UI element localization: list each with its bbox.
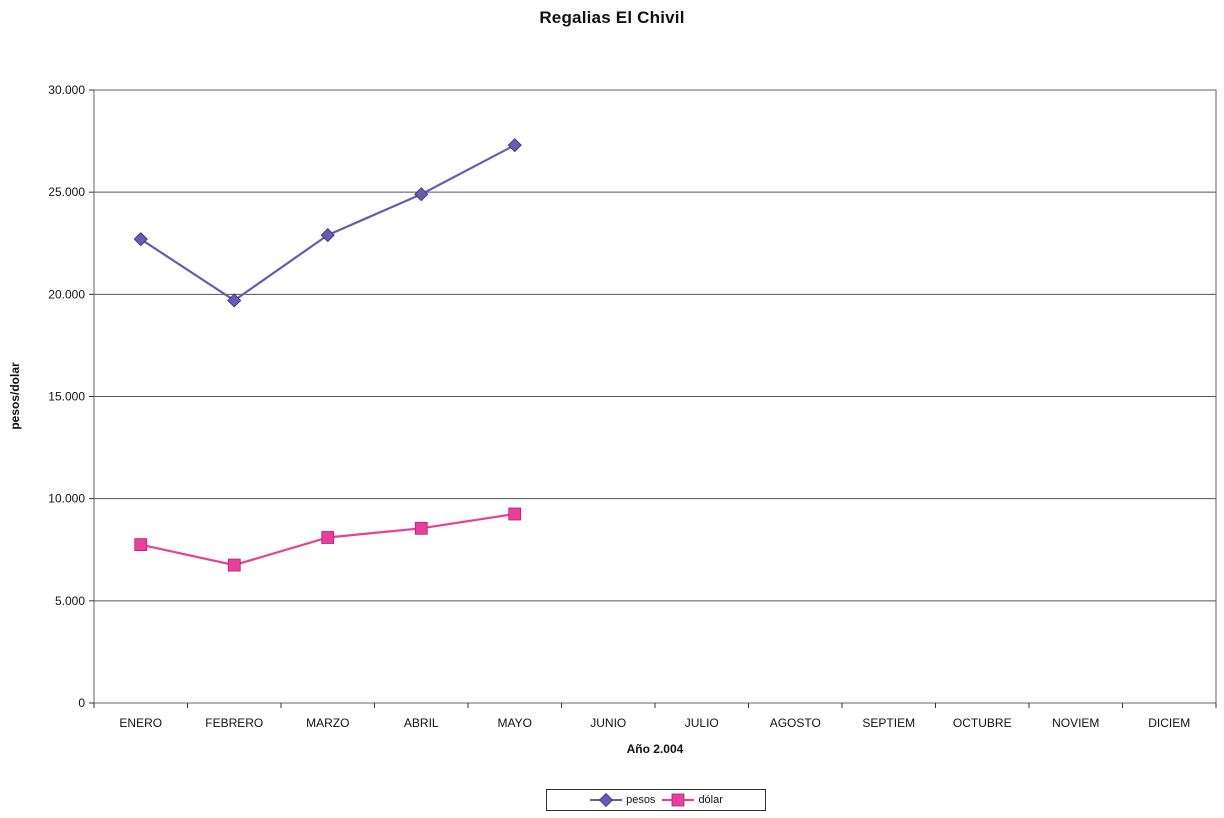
- series-line-pesos: [140, 144, 516, 302]
- data-point-dolar: [508, 507, 522, 521]
- x-tick-label: DICIEM: [1148, 716, 1190, 730]
- data-point-pesos: [414, 187, 429, 202]
- chart-title: Regalias El Chivil: [539, 8, 685, 27]
- data-point-dolar: [227, 558, 241, 572]
- x-axis-label: Año 2.004: [627, 742, 684, 756]
- x-tick-label: AGOSTO: [770, 716, 821, 730]
- legend: pesos dólar: [546, 789, 766, 811]
- legend-swatch-dolar: [662, 793, 695, 807]
- y-tick-label: 10.000: [48, 492, 85, 506]
- x-tick-label: ABRIL: [404, 716, 439, 730]
- gridlines: [94, 89, 1216, 602]
- y-axis-label: pesos/dolar: [8, 362, 22, 430]
- y-tick-label: 5.000: [55, 594, 85, 608]
- data-point-dolar: [414, 521, 428, 535]
- data-point-pesos: [227, 293, 242, 308]
- legend-item-pesos: pesos: [589, 793, 655, 807]
- series-dolar: [134, 507, 522, 572]
- x-tick-label: ENERO: [119, 716, 162, 730]
- data-point-pesos: [320, 228, 335, 243]
- data-point-dolar: [134, 538, 148, 552]
- data-point-pesos: [133, 232, 148, 247]
- x-tick-label: JULIO: [685, 716, 719, 730]
- y-tick-label: 0: [78, 696, 85, 710]
- x-tick-label: MAYO: [498, 716, 532, 730]
- y-tick-label: 15.000: [48, 390, 85, 404]
- legend-label-pesos: pesos: [626, 794, 656, 806]
- x-tick-label: MARZO: [306, 716, 349, 730]
- legend-marker: [672, 793, 685, 807]
- legend-swatch-pesos: [590, 793, 623, 807]
- x-tick-label: NOVIEM: [1052, 716, 1099, 730]
- legend-item-dolar: dólar: [661, 793, 723, 807]
- series-pesos: [133, 138, 522, 308]
- y-tick-label: 30.000: [48, 83, 85, 97]
- legend-label-dolar: dólar: [698, 794, 723, 806]
- x-tick-label: FEBRERO: [205, 716, 263, 730]
- data-point-dolar: [321, 531, 335, 544]
- x-tick-label: OCTUBRE: [953, 716, 1012, 730]
- x-tick-labels: ENERO FEBRERO MARZO ABRIL MAYO JUNIO JULIO AGOS…: [119, 716, 1190, 730]
- y-tick-label: 25.000: [48, 185, 85, 199]
- x-tick-label: SEPTIEM: [862, 716, 915, 730]
- axes: [89, 89, 1217, 708]
- y-tick-label: 20.000: [48, 287, 85, 301]
- x-tick-label: JUNIO: [590, 716, 626, 730]
- y-tick-labels: 0 5.000 10.000 15.000 20.000 25.000 30.000: [48, 83, 85, 710]
- series: [133, 138, 522, 572]
- legend-marker: [599, 793, 614, 807]
- data-point-pesos: [507, 138, 522, 153]
